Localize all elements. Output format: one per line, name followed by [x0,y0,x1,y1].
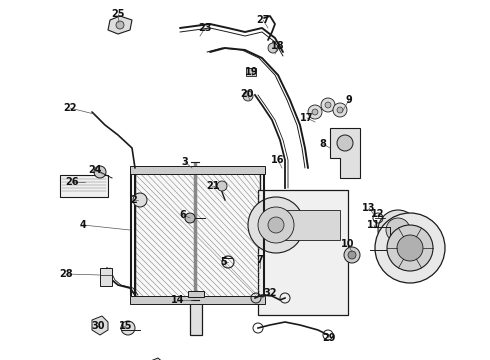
Text: 2: 2 [131,195,137,205]
Circle shape [344,247,360,263]
Text: 22: 22 [63,103,77,113]
Circle shape [248,197,304,253]
Polygon shape [92,316,108,335]
Text: 15: 15 [119,321,133,331]
Text: 23: 23 [198,23,212,33]
Circle shape [386,218,410,242]
Text: 29: 29 [322,333,336,343]
Circle shape [348,251,356,259]
Circle shape [268,43,278,53]
Circle shape [397,235,423,261]
Bar [60,175,108,197]
Bar [258,190,348,315]
Bar [135,170,260,300]
Text: 17: 17 [300,113,314,123]
Text: 25: 25 [111,9,125,19]
Text: 16: 16 [271,155,285,165]
Bar [130,296,265,304]
Polygon shape [148,358,165,360]
Circle shape [375,213,445,283]
Text: 20: 20 [240,89,254,99]
Circle shape [243,91,253,101]
Text: 8: 8 [319,139,326,149]
Circle shape [325,102,331,108]
Text: 14: 14 [171,295,185,305]
Circle shape [185,213,195,223]
Text: 19: 19 [245,67,259,77]
Text: 4: 4 [80,220,86,230]
Circle shape [378,210,418,250]
Bar [100,268,112,286]
Bar [130,166,265,174]
Text: 13: 13 [362,203,376,213]
Circle shape [121,321,135,335]
Text: 21: 21 [206,181,220,191]
Text: 9: 9 [345,95,352,105]
Bar [268,210,340,240]
Text: 18: 18 [271,41,285,51]
Circle shape [312,109,318,115]
Polygon shape [330,128,360,178]
Circle shape [387,225,433,271]
Circle shape [333,103,347,117]
Polygon shape [108,16,132,34]
Text: 3: 3 [182,157,188,167]
Text: 32: 32 [263,288,277,298]
Circle shape [308,105,322,119]
Text: 12: 12 [371,209,385,219]
Text: 7: 7 [257,255,264,265]
Text: 24: 24 [88,165,102,175]
Circle shape [337,107,343,113]
Text: 26: 26 [65,177,79,187]
Bar [190,295,202,335]
Text: 30: 30 [91,321,105,331]
Bar [188,291,204,297]
Circle shape [217,181,227,191]
Circle shape [337,135,353,151]
Text: 5: 5 [220,257,227,267]
Circle shape [94,166,106,178]
Circle shape [268,217,284,233]
Text: 28: 28 [59,269,73,279]
Text: 6: 6 [180,210,186,220]
Text: 11: 11 [367,220,381,230]
Bar [246,68,256,76]
Text: 27: 27 [256,15,270,25]
Circle shape [133,193,147,207]
Circle shape [258,207,294,243]
Text: 10: 10 [341,239,355,249]
Circle shape [321,98,335,112]
Circle shape [116,21,124,29]
